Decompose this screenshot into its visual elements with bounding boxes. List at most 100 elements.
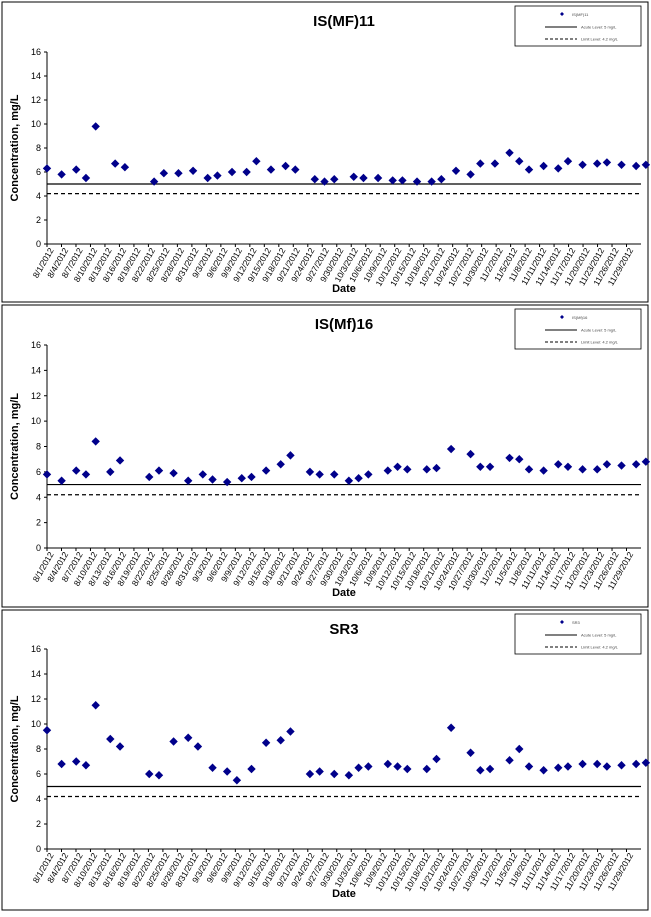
data-point [286, 451, 295, 460]
data-point [344, 771, 354, 780]
data-point [237, 474, 246, 483]
data-point [349, 172, 358, 181]
data-point [592, 465, 602, 474]
y-tick-label: 0 [36, 543, 41, 553]
data-point [261, 466, 271, 475]
x-axis-label: Date [332, 888, 356, 900]
data-point [57, 759, 66, 769]
data-point [515, 744, 524, 754]
panel-frame [1, 304, 649, 608]
data-point [437, 175, 446, 184]
data-point [539, 766, 548, 775]
data-point [592, 159, 602, 168]
data-point [291, 165, 300, 174]
data-point [631, 460, 641, 469]
data-point [524, 465, 534, 474]
data-point [563, 157, 573, 166]
data-point [631, 759, 641, 769]
data-point [505, 453, 514, 463]
y-tick-label: 14 [31, 71, 41, 81]
data-point [281, 161, 290, 171]
data-point [432, 463, 441, 473]
y-axis-label: Concentration, mg/L [9, 393, 21, 500]
data-point [159, 169, 169, 178]
y-tick-label: 10 [31, 416, 41, 426]
legend-label: Limit Level: 4.2 mg/L [581, 645, 619, 650]
data-point [364, 762, 373, 771]
legend-label: Limit Level: 4.2 mg/L [581, 37, 619, 42]
y-tick-label: 2 [36, 518, 41, 528]
data-point [344, 476, 354, 485]
panel-frame [1, 609, 649, 911]
data-point [57, 476, 66, 485]
y-tick-label: 2 [36, 819, 41, 829]
legend-label: IS(Mf)16 [572, 315, 588, 320]
data-point [412, 177, 422, 186]
data-point [330, 769, 339, 779]
data-point [115, 456, 125, 465]
data-point [427, 177, 436, 186]
data-point [72, 466, 81, 475]
data-point [403, 764, 412, 774]
data-point [106, 734, 115, 744]
data-point [305, 467, 315, 477]
y-tick-label: 8 [36, 744, 41, 754]
data-point [446, 723, 456, 732]
data-point [145, 769, 154, 779]
data-point [330, 470, 339, 479]
legend-marker [560, 12, 564, 16]
data-point [515, 454, 524, 464]
data-point [266, 165, 276, 174]
data-point [57, 170, 66, 179]
data-point [578, 160, 587, 169]
data-point [106, 467, 115, 477]
data-point [276, 736, 285, 745]
y-tick-label: 0 [36, 239, 41, 249]
data-point [641, 457, 651, 466]
legend-label: Limit Level: 4.2 mg/L [581, 340, 619, 345]
data-point [310, 175, 319, 184]
data-point [466, 748, 475, 757]
data-point [398, 176, 407, 185]
data-point [261, 738, 271, 747]
data-point [315, 767, 324, 776]
data-point [524, 165, 534, 174]
data-point [539, 161, 548, 171]
data-point [154, 771, 164, 780]
data-point [602, 158, 612, 167]
y-tick-label: 6 [36, 467, 41, 477]
data-point [315, 470, 324, 479]
data-point [466, 170, 475, 179]
y-tick-label: 14 [31, 669, 41, 679]
y-tick-label: 6 [36, 769, 41, 779]
legend-box [514, 5, 642, 47]
data-point [563, 762, 573, 771]
data-point [145, 472, 154, 482]
panel-frame [1, 1, 649, 303]
data-point [330, 175, 339, 184]
y-tick-label: 10 [31, 719, 41, 729]
y-tick-label: 12 [31, 95, 41, 105]
data-point [602, 762, 612, 771]
data-point [188, 166, 198, 175]
data-point [320, 177, 329, 186]
chart-panel-1: IS(MF)11 0 2 4 6 8 10 12 14 16 Concentration, mg/L… [1, 1, 651, 303]
legend-label: Acute Level: 5 mg/L [581, 25, 617, 30]
data-point [183, 733, 193, 742]
data-point [451, 166, 461, 175]
y-tick-label: 12 [31, 391, 41, 401]
data-point [617, 761, 626, 770]
data-point [505, 756, 514, 765]
data-point [631, 161, 641, 171]
legend-label: Acute Level: 5 mg/L [581, 328, 617, 333]
data-point [524, 762, 534, 771]
y-tick-label: 16 [31, 644, 41, 654]
data-point [476, 462, 485, 471]
data-point [252, 157, 261, 166]
legend-box [514, 308, 642, 350]
data-point [208, 763, 217, 772]
legend-label: IS(MF)11 [572, 12, 589, 17]
data-point [485, 462, 495, 471]
data-point [602, 460, 612, 469]
